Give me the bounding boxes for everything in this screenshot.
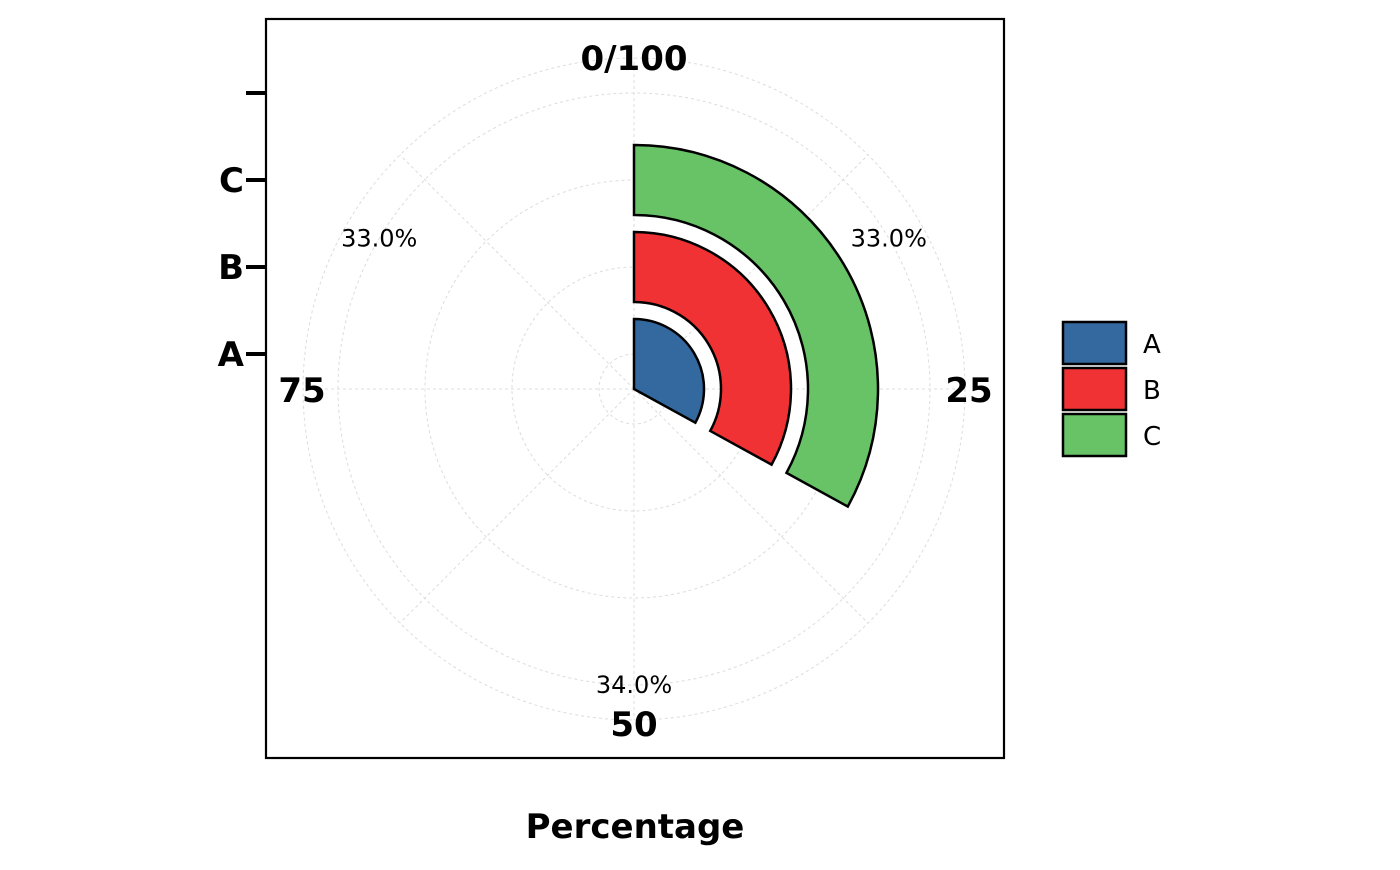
- percent-label: 33.0%: [851, 224, 927, 252]
- theta-tick-label: 0/100: [580, 39, 687, 79]
- radial-axis: A B C: [218, 91, 266, 375]
- theta-tick-label: 75: [278, 371, 325, 411]
- bar-A: [632, 317, 706, 425]
- grid-spoke: [399, 154, 635, 390]
- legend-key-A: [1061, 320, 1128, 366]
- grid-spoke: [399, 388, 635, 624]
- radial-tick-label: B: [218, 248, 244, 288]
- theta-tick-label: 25: [945, 371, 992, 411]
- annotations: 33.0% 34.0% 33.0%: [341, 224, 927, 699]
- bars: [632, 143, 880, 509]
- percent-label: 33.0%: [341, 224, 417, 252]
- radial-tick-label: C: [219, 161, 244, 201]
- radial-tick-label: A: [218, 335, 245, 375]
- legend-key-B: [1061, 366, 1128, 412]
- panel-border: [264, 17, 1006, 760]
- legend-key-C: [1061, 412, 1128, 458]
- legend-label: A: [1143, 330, 1161, 360]
- legend-label: B: [1143, 376, 1161, 406]
- legend: ABC: [1061, 320, 1161, 458]
- theta-tick-labels: 0/100 25 50 75: [278, 39, 992, 745]
- theta-tick-label: 50: [610, 705, 657, 745]
- grid-spoke: [633, 388, 869, 624]
- legend-label: C: [1143, 422, 1161, 452]
- bar-B: [632, 230, 793, 467]
- bar-C: [632, 143, 880, 509]
- percent-label: 34.0%: [596, 671, 672, 699]
- x-axis-title: Percentage: [526, 807, 745, 847]
